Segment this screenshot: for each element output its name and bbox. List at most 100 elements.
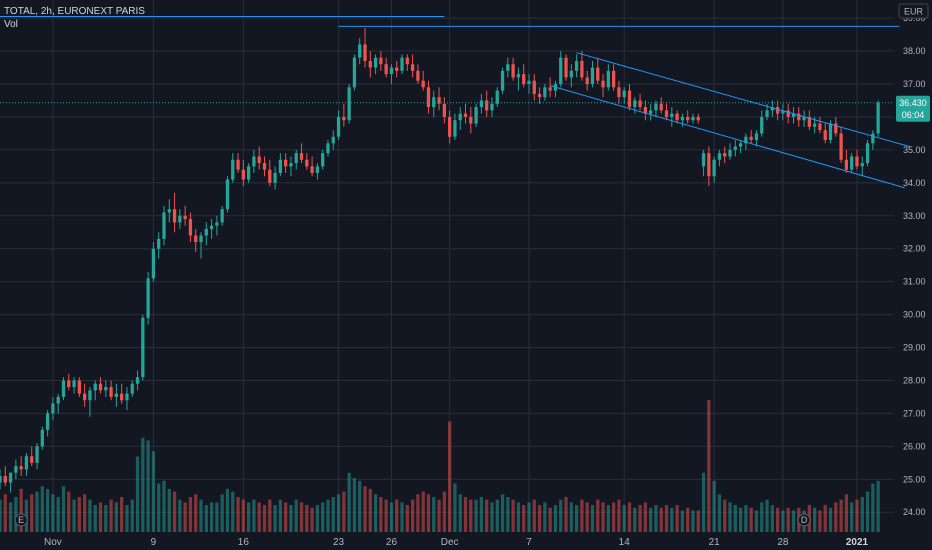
candle-body [157,238,161,249]
candle-body [61,380,66,397]
event-marker[interactable] [797,513,811,527]
candle-body [241,169,245,180]
candle-body [495,90,499,104]
volume-bar [733,505,737,532]
volume-bar [506,496,510,532]
candle-body [146,278,150,318]
volume-bar [448,421,452,532]
volume-bar [876,480,880,532]
volume-bar [638,505,642,532]
candle-body [664,110,669,117]
volume-bar [458,494,462,532]
volume-bar [3,494,7,532]
volume-bar [336,494,341,532]
volume-bar [125,505,129,532]
volume-bar [442,491,446,532]
candle-body [273,172,277,183]
candle-body [696,116,700,121]
volume-bar [405,505,409,532]
volume-bar [347,472,351,532]
candle-body [56,396,60,404]
candle-body [389,67,394,75]
volume-legend[interactable]: Vol [4,19,18,30]
candle-body [410,64,415,71]
volume-bar [828,507,833,532]
candle-body [373,57,378,68]
symbol-title[interactable]: TOTAL, 2h, EURONEXT PARIS [4,6,145,17]
candle-body [426,87,431,108]
volume-bar [537,505,542,532]
candle-body [8,472,13,483]
volume-bar [315,505,320,532]
time-axis[interactable]: Nov 9 16 23 26 Dec 7 14 21 28 2021 [44,537,869,548]
candle-body [347,87,351,121]
trend-line-2[interactable] [576,52,911,148]
volume-bar [61,486,66,532]
candle-body [791,113,796,117]
candle-body [188,219,193,236]
volume-bar [844,494,849,532]
volume-bar [717,494,722,532]
volume-bar [321,502,325,532]
volume-bar [379,496,383,532]
volume-bar [51,494,55,532]
price-tick-label: 32.00 [903,244,926,254]
candle-body [209,225,214,229]
candle-body [728,149,732,157]
time-tick-label: 7 [526,537,532,548]
candle-body [204,228,208,236]
candle-body [834,123,838,134]
volume-bar [548,507,552,532]
candle-body [813,123,817,127]
candle-body [490,103,494,111]
candle-body [712,159,716,177]
candle-body [45,413,50,430]
volume-bar [871,483,875,532]
volume-bar [701,472,706,532]
volume-bar [241,499,245,532]
volume-bar [738,507,743,532]
volume-bar [146,440,150,532]
candle-body [633,100,637,108]
candle-body [135,377,140,384]
volume-bar [0,499,2,532]
volume-bar [781,510,785,532]
candle-body [141,317,145,378]
currency-button[interactable]: EUR [898,3,929,19]
candle-body [432,97,436,108]
volume-bar [485,499,489,532]
candle-body [51,403,55,414]
candle-body [855,156,859,167]
volume-bar [723,499,727,532]
price-tick-label: 27.00 [903,408,926,418]
volume-bar [622,505,626,532]
time-tick-label: 21 [709,537,721,548]
candle-body [167,209,171,213]
volume-bar [299,502,304,532]
candle-body [823,130,827,140]
candle-body [500,70,505,91]
candle-body [733,146,737,150]
volume-bar [775,507,780,532]
volume-bar [88,499,92,532]
volume-bar [77,496,81,532]
volume-bar [474,499,478,532]
price-tick-label: 35.00 [903,145,926,155]
volume-bar [215,502,219,532]
candle-body [543,87,547,98]
price-tick-label: 24.00 [903,507,926,517]
price-tick-label: 28.00 [903,375,926,385]
volume-bar [56,496,60,532]
volume-bar [72,499,76,532]
candle-body [744,136,748,144]
volume-bar [680,510,685,532]
event-marker[interactable] [14,513,28,527]
last-price-badge [896,95,930,122]
volume-bar [611,502,616,532]
volume-bar [596,499,600,532]
volume-bar [199,499,203,532]
candle-body [797,113,801,121]
candle-body [511,64,515,78]
